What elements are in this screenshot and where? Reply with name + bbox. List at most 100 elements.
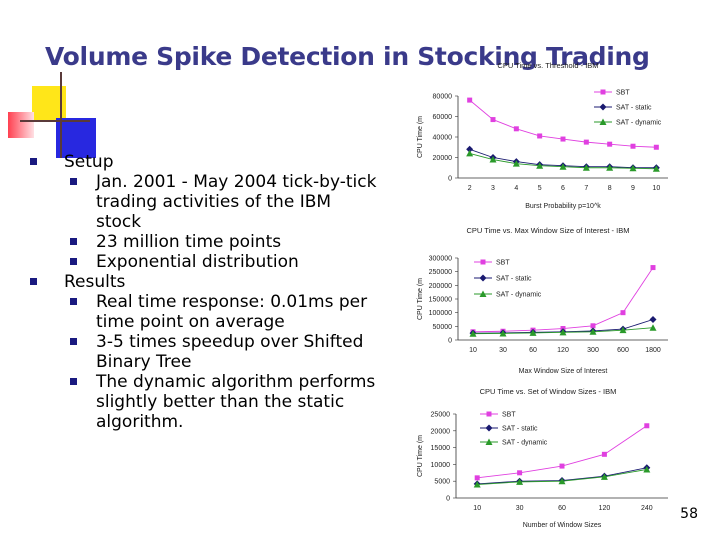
decorative-red-square — [8, 112, 34, 138]
x-tick-label: 120 — [599, 505, 611, 512]
bullet-marker — [30, 278, 37, 285]
x-tick-label: 7 — [584, 185, 588, 192]
dynamic-marker — [589, 328, 597, 335]
dynamic-marker — [529, 329, 537, 336]
dynamic-marker — [469, 330, 477, 337]
dynamic-marker — [479, 290, 487, 297]
chart-title: CPU Time vs. Threshold - IBM — [497, 61, 598, 70]
slide-title: Volume Spike Detection in Stocking Tradi… — [45, 42, 650, 71]
y-axis-label: CPU Time (m — [417, 116, 424, 158]
y-axis-label: CPU Time (m — [417, 278, 424, 320]
y-tick-label: 100000 — [429, 310, 452, 317]
dynamic-marker — [606, 164, 614, 171]
y-tick-label: 20000 — [433, 155, 453, 162]
sbt-marker — [467, 97, 473, 103]
sub-bullet: Jan. 2001 - May 2004 tick-by-tick tradin… — [30, 172, 420, 232]
sbt-marker — [474, 475, 480, 481]
y-tick-label: 15000 — [431, 445, 451, 452]
x-axis-label: Burst Probability p=10^k — [525, 203, 601, 210]
x-tick-label: 10 — [473, 505, 481, 512]
sbt-marker — [607, 141, 613, 147]
x-tick-label: 4 — [514, 185, 518, 192]
dynamic-marker — [652, 165, 660, 172]
x-tick-label: 1800 — [645, 347, 661, 354]
sbt-marker — [537, 133, 543, 139]
dynamic-marker — [559, 163, 567, 170]
y-tick-label: 200000 — [429, 283, 452, 290]
x-axis-label: Max Window Size of Interest — [519, 368, 608, 375]
legend-label: SAT - dynamic — [502, 440, 548, 447]
sbt-marker — [620, 310, 626, 316]
static-marker — [466, 145, 474, 153]
legend-label: SAT - dynamic — [616, 120, 662, 127]
series-line-0 — [477, 425, 648, 479]
sbt-marker — [517, 470, 523, 476]
sbt-marker — [480, 259, 486, 265]
sbt-marker — [490, 117, 496, 123]
bullet-marker — [70, 238, 77, 245]
bullet-marker — [70, 338, 77, 345]
sub-bullet: 3-5 times speedup over Shifted Binary Tr… — [30, 332, 420, 372]
y-tick-label: 40000 — [433, 135, 453, 142]
cpu-time-vs-threshold-chart: CPU Time vs. Threshold - IBM 0 20000 40000 6… — [417, 61, 668, 210]
x-tick-label: 3 — [491, 185, 495, 192]
y-tick-label: 0 — [448, 176, 452, 183]
sbt-marker — [650, 265, 656, 271]
bullet-marker — [70, 298, 77, 305]
sbt-marker — [600, 89, 606, 95]
x-tick-label: 120 — [557, 347, 569, 354]
dynamic-marker — [559, 328, 567, 336]
sbt-marker — [590, 323, 596, 329]
y-tick-label: 60000 — [433, 114, 453, 121]
sub-bullet: The dynamic algorithm performs slightly … — [30, 372, 420, 432]
static-marker — [649, 316, 657, 323]
dynamic-marker — [489, 156, 497, 163]
y-tick-label: 80000 — [433, 94, 453, 101]
dynamic-marker — [629, 164, 637, 172]
sbt-marker — [486, 411, 492, 417]
decorative-vertical-line — [60, 72, 62, 158]
sbt-marker — [630, 143, 636, 149]
y-tick-label: 5000 — [434, 479, 450, 486]
chart-title: CPU Time vs. Set of Window Sizes - IBM — [480, 387, 617, 396]
legend-label: SAT - static — [496, 276, 532, 283]
y-tick-label: 150000 — [429, 297, 452, 304]
dynamic-marker — [619, 326, 627, 334]
bullet-marker — [30, 158, 37, 165]
cpu-time-vs-window-set-chart: CPU Time vs. Set of Window Sizes - IBM 0 5… — [417, 387, 668, 529]
sub-bullet: 23 million time points — [30, 232, 420, 252]
cpu-time-vs-max-window-chart: CPU Time vs. Max Window Size of Interest… — [417, 226, 668, 375]
static-marker — [479, 274, 487, 282]
static-marker — [485, 424, 493, 432]
dynamic-marker — [512, 160, 520, 167]
dynamic-marker — [485, 438, 493, 445]
dynamic-marker — [643, 465, 651, 473]
x-tick-label: 300 — [587, 347, 599, 354]
x-tick-label: 9 — [631, 185, 635, 192]
x-tick-label: 60 — [529, 347, 537, 354]
legend-label: SAT - static — [502, 426, 538, 433]
dynamic-marker — [649, 324, 657, 331]
sbt-marker — [513, 126, 519, 132]
static-marker — [599, 103, 607, 111]
y-tick-label: 250000 — [429, 269, 452, 276]
bullet-results: Results — [30, 272, 420, 292]
sbt-marker — [559, 463, 565, 469]
dynamic-marker — [516, 478, 524, 485]
x-tick-label: 60 — [558, 505, 566, 512]
x-tick-label: 10 — [469, 347, 477, 354]
dynamic-marker — [558, 477, 566, 485]
x-tick-label: 10 — [652, 185, 660, 192]
sbt-marker — [560, 136, 566, 142]
y-tick-label: 300000 — [429, 256, 452, 263]
dynamic-marker — [473, 481, 481, 488]
x-tick-label: 8 — [608, 185, 612, 192]
sbt-marker — [583, 139, 589, 145]
dynamic-marker — [599, 118, 607, 125]
bullet-setup: Setup — [30, 152, 420, 172]
x-tick-label: 2 — [468, 185, 472, 192]
y-tick-label: 10000 — [431, 462, 451, 469]
legend-label: SAT - static — [616, 105, 652, 112]
chart-title: CPU Time vs. Max Window Size of Interest… — [467, 226, 630, 235]
bullet-list: Setup Jan. 2001 - May 2004 tick-by-tick … — [30, 152, 420, 432]
